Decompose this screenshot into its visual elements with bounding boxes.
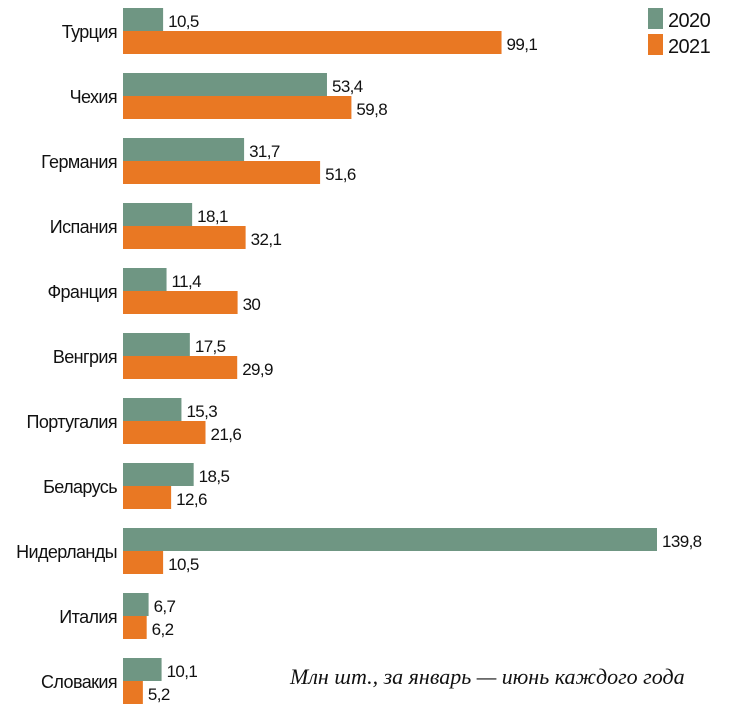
bar-2021 <box>123 681 143 704</box>
value-label-2021: 12,6 <box>176 490 207 509</box>
bar-2020 <box>123 73 327 96</box>
bars-layer: Турция 10,5 99,1 Чехия 53,4 59,8 Германия 31,7 5… <box>16 8 702 704</box>
value-label-2021: 10,5 <box>168 555 199 574</box>
bar-2021 <box>123 551 164 574</box>
value-label-2020: 6,7 <box>154 597 176 616</box>
bar-2021 <box>123 486 172 509</box>
value-label-2021: 5,2 <box>148 685 170 704</box>
value-label-2020: 139,8 <box>662 532 702 551</box>
legend-swatch-2021 <box>648 34 663 55</box>
category-label: Словакия <box>41 672 117 692</box>
value-label-2021: 32,1 <box>251 230 282 249</box>
category-label: Турция <box>62 22 117 42</box>
bar-2020 <box>123 203 193 226</box>
bar-2021 <box>123 31 502 54</box>
chart-note: Млн шт., за январь — июнь каждого года <box>289 664 685 689</box>
value-label-2020: 10,1 <box>167 662 198 681</box>
value-label-2020: 31,7 <box>249 142 280 161</box>
bar-2020 <box>123 138 245 161</box>
value-label-2020: 18,1 <box>197 207 228 226</box>
value-label-2020: 15,3 <box>186 402 217 421</box>
bar-2021 <box>123 96 352 119</box>
category-label: Франция <box>47 282 117 302</box>
category-label: Чехия <box>70 87 117 107</box>
value-label-2020: 53,4 <box>332 77 363 96</box>
bar-2020 <box>123 658 162 681</box>
legend-swatch-2020 <box>648 8 663 29</box>
category-label: Италия <box>59 607 117 627</box>
category-label: Венгрия <box>53 347 117 367</box>
category-label: Беларусь <box>43 477 117 497</box>
bar-2021 <box>123 161 321 184</box>
value-label-2021: 6,2 <box>152 620 174 639</box>
value-label-2021: 51,6 <box>325 165 356 184</box>
bar-2020 <box>123 8 164 31</box>
category-label: Испания <box>50 217 117 237</box>
category-label: Португалия <box>27 412 118 432</box>
legend-label-2021: 2021 <box>668 36 711 58</box>
bar-2020 <box>123 528 657 551</box>
bar-2021 <box>123 616 147 639</box>
bar-2021 <box>123 226 246 249</box>
value-label-2020: 17,5 <box>195 337 226 356</box>
value-label-2021: 59,8 <box>356 100 387 119</box>
bar-2020 <box>123 333 190 356</box>
value-label-2021: 21,6 <box>211 425 242 444</box>
value-label-2020: 18,5 <box>199 467 230 486</box>
value-label-2020: 10,5 <box>168 12 199 31</box>
bar-2020 <box>123 268 167 291</box>
legend: 2020 2021 <box>648 8 711 58</box>
category-label: Нидерланды <box>16 542 117 562</box>
bar-2020 <box>123 463 194 486</box>
category-label: Германия <box>41 152 117 172</box>
value-label-2021: 30 <box>243 295 261 314</box>
bar-2020 <box>123 593 149 616</box>
bar-2021 <box>123 291 238 314</box>
bar-2021 <box>123 356 238 379</box>
bar-2021 <box>123 421 206 444</box>
bar-2020 <box>123 398 182 421</box>
value-label-2021: 29,9 <box>242 360 273 379</box>
legend-label-2020: 2020 <box>668 10 711 32</box>
value-label-2020: 11,4 <box>172 272 202 291</box>
value-label-2021: 99,1 <box>507 35 538 54</box>
